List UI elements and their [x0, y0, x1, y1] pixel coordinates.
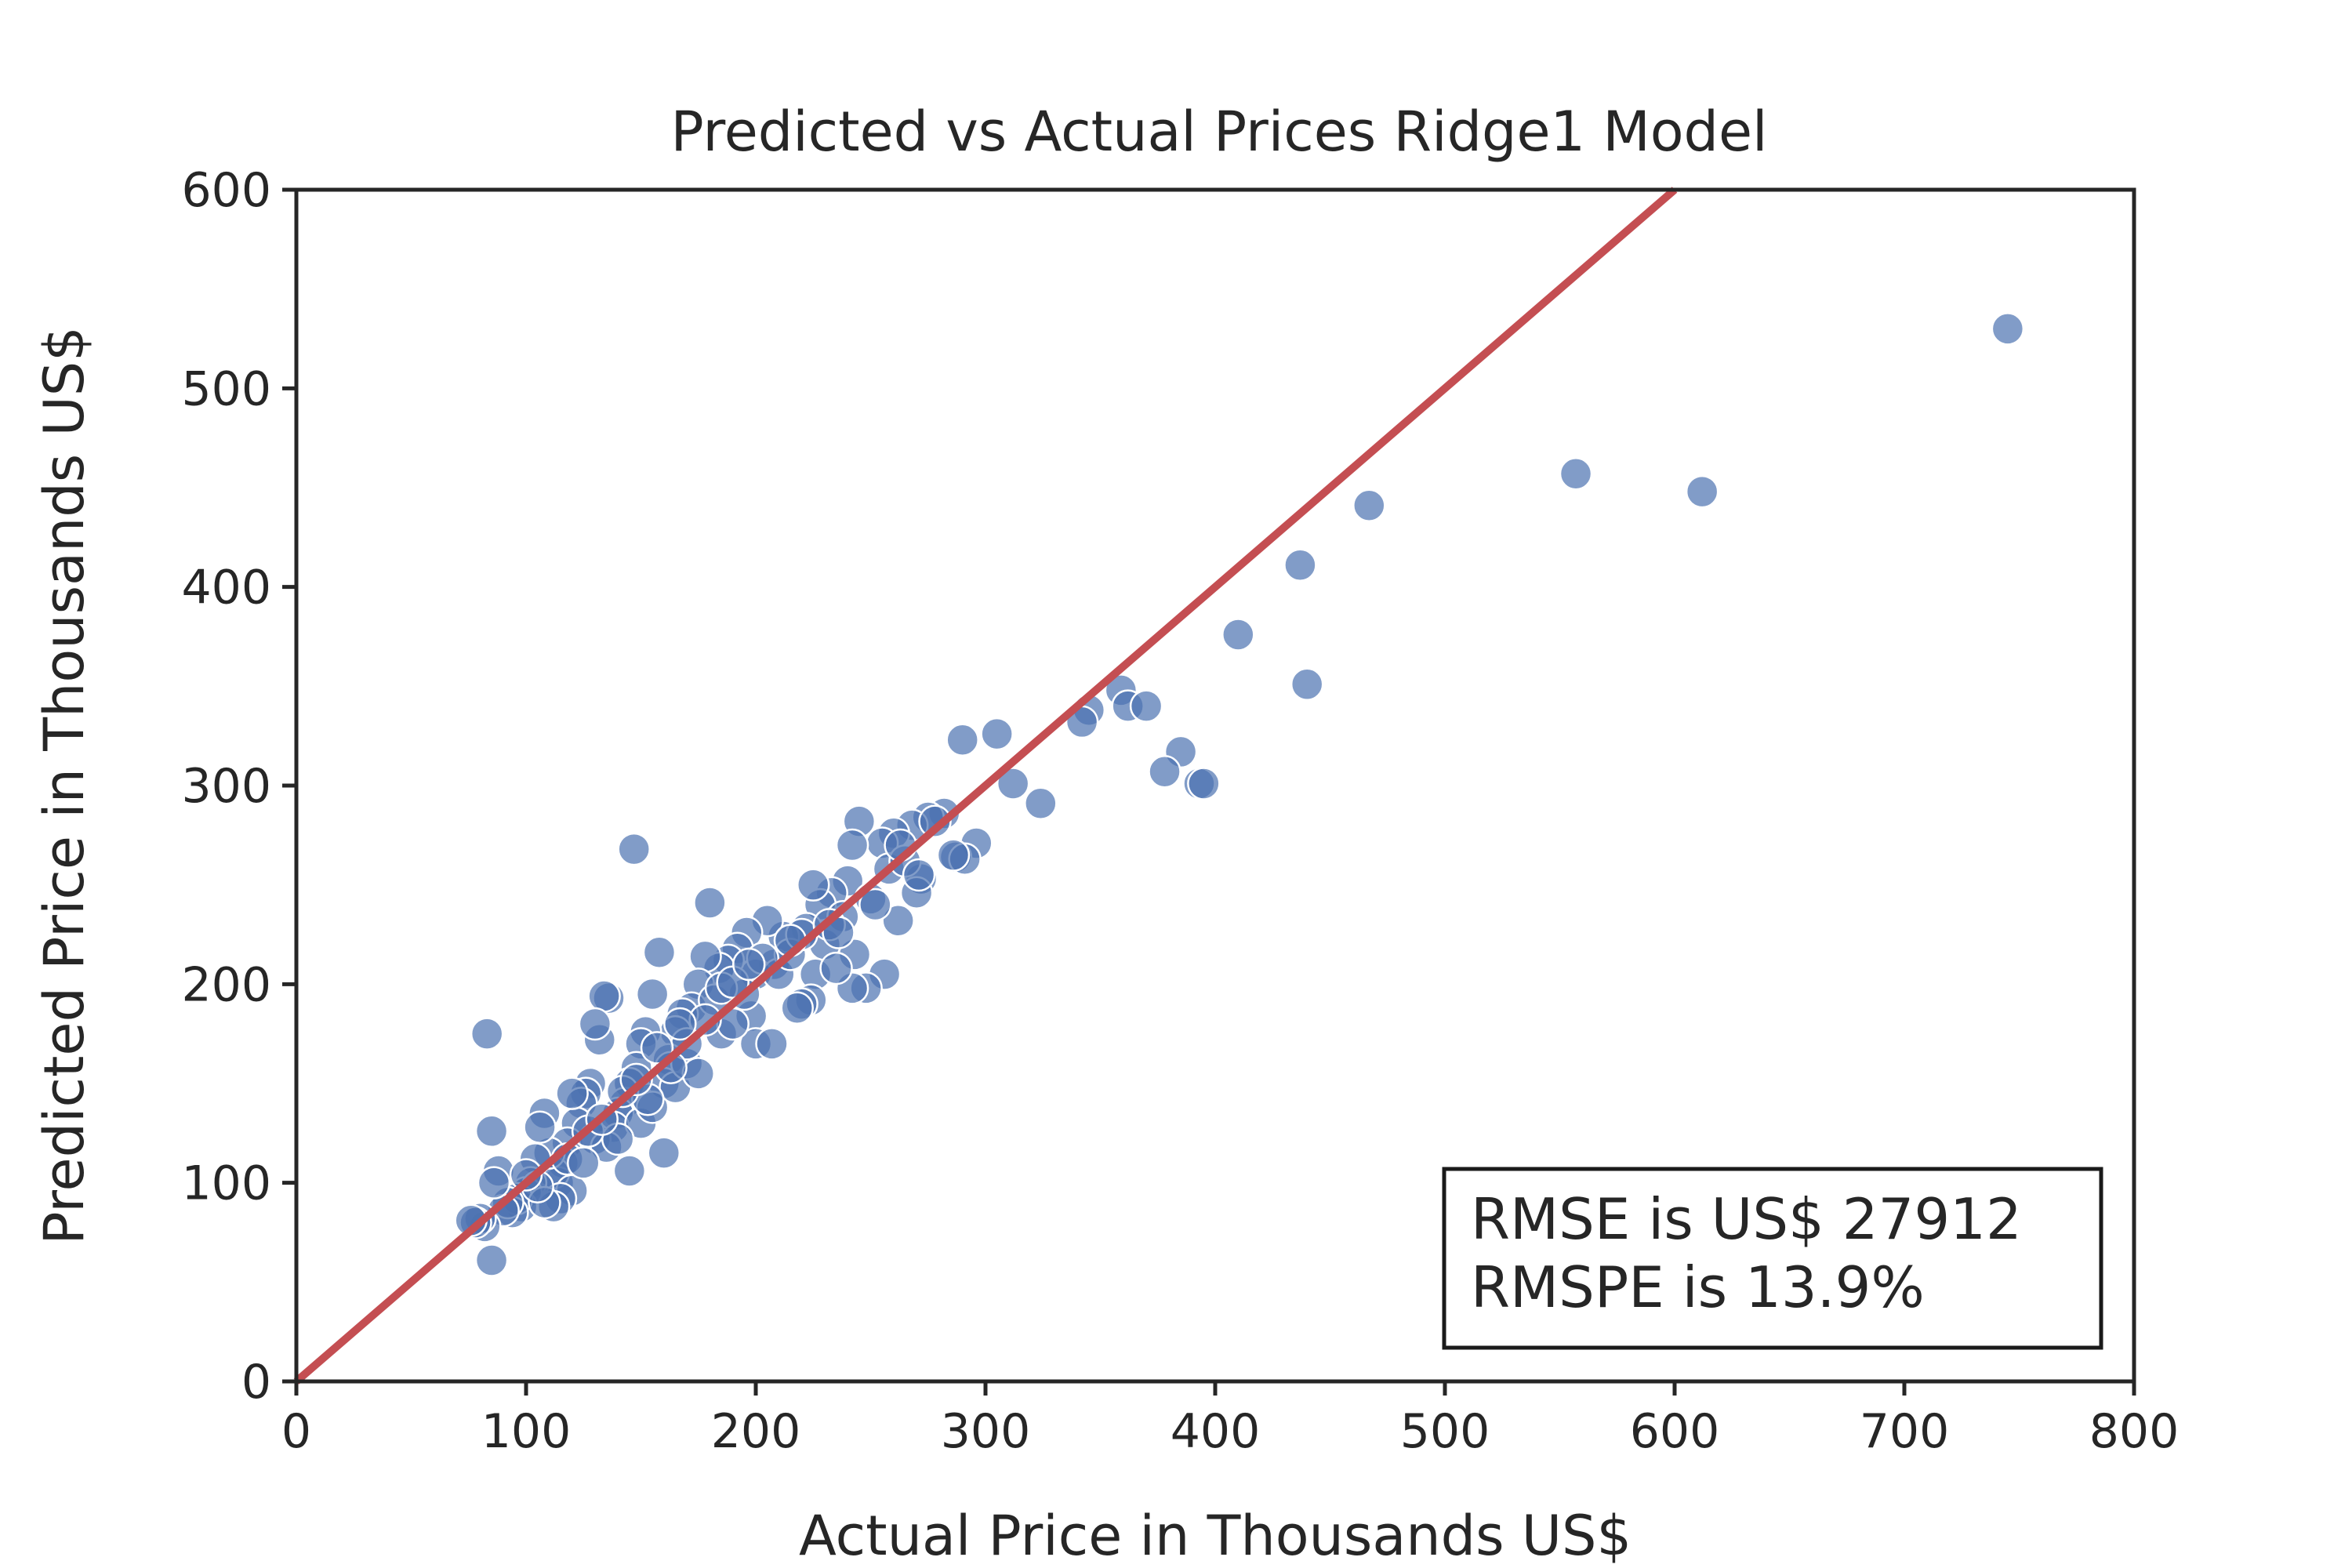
data-point-103 — [477, 1166, 511, 1200]
data-point-17 — [980, 717, 1014, 751]
data-point-2 — [1685, 474, 1719, 509]
x-tick-label-4: 400 — [1171, 1404, 1261, 1459]
data-point-111 — [647, 1136, 681, 1170]
data-point-39 — [797, 868, 830, 902]
x-tick-label-1: 100 — [481, 1404, 572, 1459]
data-point-93 — [523, 1110, 557, 1144]
data-point-15 — [1187, 767, 1221, 800]
points-layer — [454, 312, 2025, 1277]
data-point-0 — [1991, 312, 2025, 346]
data-point-147 — [567, 1146, 601, 1180]
annotation-rmse: RMSE is US$ 27912 — [1471, 1186, 2022, 1252]
x-tick-label-3: 300 — [941, 1404, 1031, 1459]
data-point-132 — [918, 804, 952, 838]
data-point-68 — [642, 935, 677, 970]
data-point-154 — [731, 947, 766, 982]
data-point-6 — [1290, 667, 1324, 702]
data-point-81 — [578, 1007, 612, 1041]
data-point-60 — [693, 886, 727, 920]
y-axis-ticks: 0 100 200 300 400 500 600 — [181, 163, 296, 1410]
data-point-69 — [635, 977, 670, 1011]
data-point-104 — [474, 1114, 509, 1149]
y-axis-label: Predicted Price in Thousands US$ — [32, 326, 96, 1244]
reference-line — [293, 187, 1678, 1385]
data-point-16 — [946, 723, 979, 757]
x-tick-label-5: 500 — [1400, 1404, 1490, 1459]
x-axis-ticks: 0 100 200 300 400 500 600 700 800 — [281, 1381, 2179, 1459]
data-point-9 — [1129, 689, 1163, 723]
x-tick-label-2: 200 — [711, 1404, 801, 1459]
data-point-4 — [1283, 548, 1317, 583]
data-point-35 — [835, 828, 869, 862]
y-tick-label-4: 400 — [181, 561, 271, 615]
data-point-146 — [509, 1158, 543, 1192]
x-tick-label-0: 0 — [281, 1404, 311, 1459]
x-tick-label-7: 700 — [1860, 1404, 1950, 1459]
annotation-box — [1442, 1167, 2103, 1350]
data-point-121 — [681, 1057, 715, 1091]
data-point-1 — [1559, 457, 1593, 491]
y-tick-label-2: 200 — [181, 957, 271, 1012]
data-point-150 — [619, 1062, 653, 1097]
data-point-105 — [470, 1017, 504, 1051]
data-point-3 — [1352, 488, 1386, 523]
x-axis-label: Actual Price in Thousands US$ — [799, 1504, 1632, 1568]
data-point-112 — [612, 1154, 647, 1188]
x-tick-label-8: 800 — [2089, 1404, 2180, 1459]
metrics-annotation: RMSE is US$ 27912 RMSPE is 13.9% — [1442, 1167, 2103, 1350]
data-point-45 — [780, 991, 814, 1025]
data-point-86 — [555, 1076, 589, 1110]
y-tick-label-5: 500 — [181, 361, 271, 416]
data-point-151 — [663, 1007, 697, 1041]
chart-title: Predicted vs Actual Prices Ridge1 Model — [670, 100, 1767, 164]
annotation-rmspe: RMSPE is 13.9% — [1471, 1254, 1925, 1320]
data-point-157 — [858, 887, 892, 922]
data-point-19 — [1024, 786, 1058, 821]
data-point-18 — [996, 767, 1030, 800]
data-point-79 — [587, 979, 621, 1013]
data-point-159 — [902, 858, 936, 892]
y-tick-label-1: 100 — [181, 1156, 271, 1211]
data-point-72 — [617, 832, 651, 866]
y-tick-label-0: 0 — [241, 1355, 271, 1410]
data-point-106 — [474, 1243, 509, 1277]
data-point-5 — [1221, 618, 1255, 652]
y-tick-label-6: 600 — [181, 163, 271, 218]
data-point-138 — [640, 1031, 674, 1065]
data-point-25 — [881, 904, 915, 938]
data-point-55 — [755, 1027, 789, 1061]
plot-area: 0 100 200 300 400 500 600 700 800 0 100 200 300 400 5… — [181, 163, 2179, 1459]
data-point-48 — [819, 951, 853, 985]
y-tick-label-3: 300 — [181, 759, 271, 814]
data-point-160 — [936, 838, 971, 872]
data-point-13 — [1148, 755, 1181, 789]
data-point-61 — [688, 939, 722, 974]
x-tick-label-6: 600 — [1630, 1404, 1720, 1459]
